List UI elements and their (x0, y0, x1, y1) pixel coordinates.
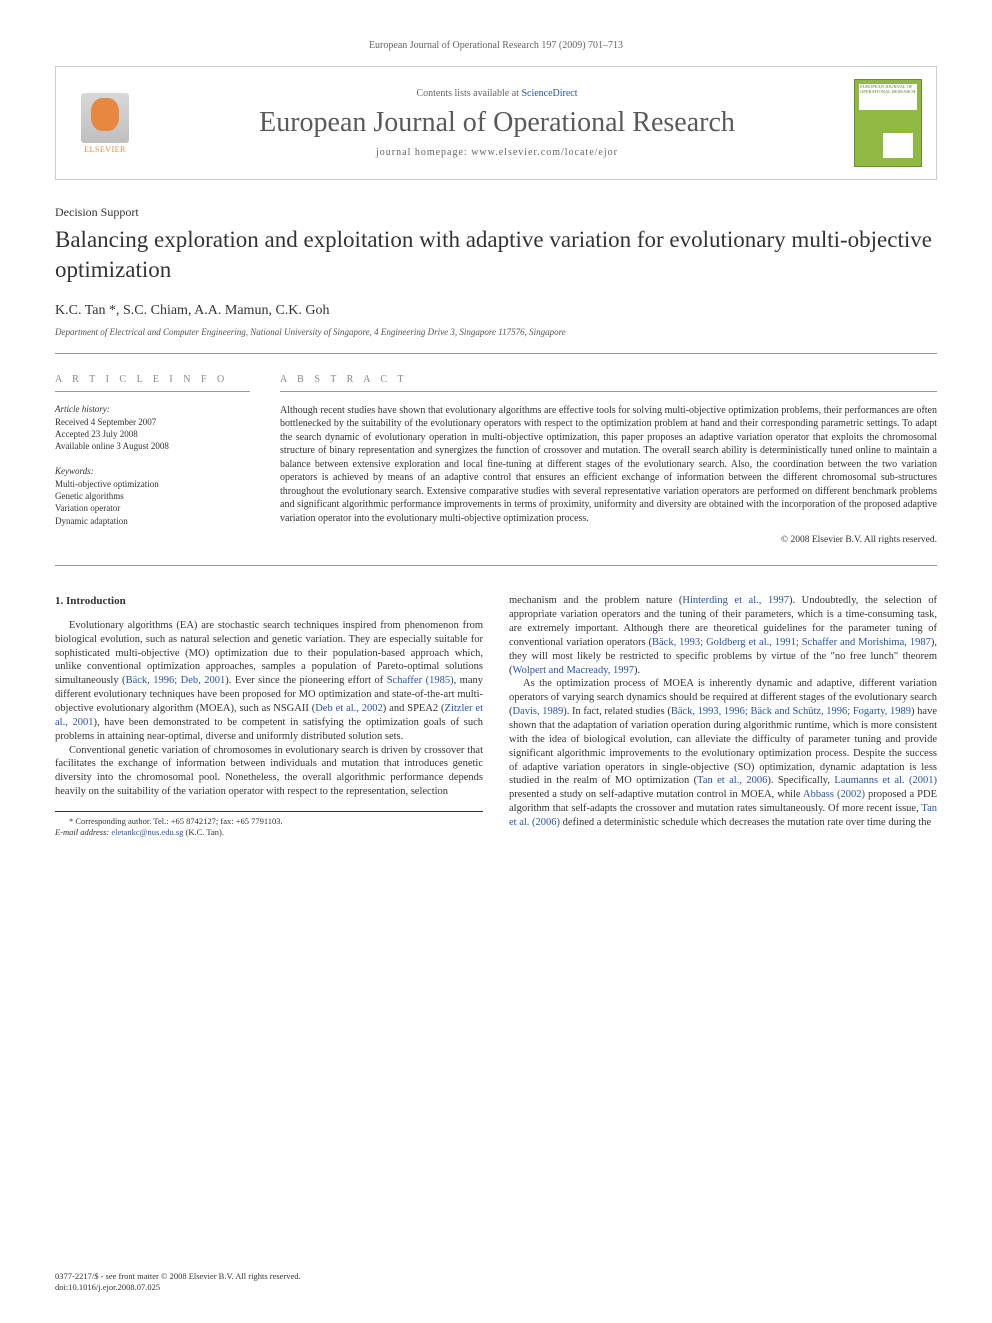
citation-link[interactable]: Tan et al., 2006 (697, 775, 767, 786)
keyword: Genetic algorithms (55, 490, 250, 502)
citation-link[interactable]: Schaffer (1985) (387, 675, 454, 686)
journal-homepage: journal homepage: www.elsevier.com/locat… (140, 147, 854, 158)
body-text: ). In fact, related studies ( (563, 706, 671, 717)
body-text: ). Specifically, (767, 775, 834, 786)
journal-banner: ELSEVIER Contents lists available at Sci… (55, 66, 937, 180)
contents-text: Contents lists available at (416, 88, 521, 99)
body-text: ), have been demonstrated to be competen… (55, 717, 483, 742)
info-abstract-row: A R T I C L E I N F O Article history: R… (55, 374, 937, 567)
publisher-logo: ELSEVIER (70, 86, 140, 161)
abstract-header: A B S T R A C T (280, 374, 937, 392)
article-info-header: A R T I C L E I N F O (55, 374, 250, 392)
corresponding-line: * Corresponding author. Tel.: +65 874212… (55, 816, 483, 827)
history-label: Article history: (55, 404, 250, 414)
accepted-date: Accepted 23 July 2008 (55, 428, 250, 440)
authors: K.C. Tan *, S.C. Chiam, A.A. Mamun, C.K.… (55, 303, 937, 319)
sciencedirect-line: Contents lists available at ScienceDirec… (140, 88, 854, 99)
citation-link[interactable]: Davis, 1989 (513, 706, 564, 717)
email-link[interactable]: eletankc@nus.edu.sg (111, 827, 183, 837)
citation-link[interactable]: Laumanns et al. (2001) (834, 775, 937, 786)
citation-link[interactable]: Deb et al., 2002 (315, 703, 383, 714)
citation-link[interactable]: Bäck, 1996; Deb, 2001 (126, 675, 226, 686)
abstract-text: Although recent studies have shown that … (280, 404, 937, 526)
keywords-block: Keywords: Multi-objective optimization G… (55, 466, 250, 527)
body-text: presented a study on self-adaptive mutat… (509, 789, 803, 800)
body-text: defined a deterministic schedule which d… (560, 817, 931, 828)
article-title: Balancing exploration and exploitation w… (55, 225, 937, 285)
publisher-name: ELSEVIER (84, 145, 126, 154)
footer-copyright: 0377-2217/$ - see front matter © 2008 El… (55, 1271, 301, 1282)
keywords-label: Keywords: (55, 466, 250, 476)
citation-link[interactable]: Abbass (2002) (803, 789, 865, 800)
section-heading: 1. Introduction (55, 594, 483, 609)
received-date: Received 4 September 2007 (55, 416, 250, 428)
banner-center: Contents lists available at ScienceDirec… (140, 88, 854, 158)
email-label: E-mail address: (55, 827, 111, 837)
journal-title: European Journal of Operational Research (140, 107, 854, 139)
citation-link[interactable]: Bäck, 1993, 1996; Bäck and Schütz, 1996;… (671, 706, 911, 717)
sciencedirect-link[interactable]: ScienceDirect (521, 88, 577, 99)
body-text: ). Ever since the pioneering effort of (225, 675, 386, 686)
corresponding-author-note: * Corresponding author. Tel.: +65 874212… (55, 811, 483, 838)
abstract: A B S T R A C T Although recent studies … (280, 374, 937, 546)
keyword: Dynamic adaptation (55, 515, 250, 527)
paragraph: mechanism and the problem nature (Hinter… (509, 594, 937, 677)
left-column: 1. Introduction Evolutionary algorithms … (55, 594, 483, 838)
body-columns: 1. Introduction Evolutionary algorithms … (55, 594, 937, 838)
page-footer: 0377-2217/$ - see front matter © 2008 El… (55, 1271, 301, 1293)
affiliation: Department of Electrical and Computer En… (55, 327, 937, 354)
journal-cover-thumbnail: EUROPEAN JOURNAL OF OPERATIONAL RESEARCH (854, 79, 922, 167)
email-line: E-mail address: eletankc@nus.edu.sg (K.C… (55, 827, 483, 838)
paragraph: As the optimization process of MOEA is i… (509, 677, 937, 829)
body-text: ). (634, 665, 640, 676)
citation-link[interactable]: Bäck, 1993; Goldberg et al., 1991; Schaf… (652, 637, 931, 648)
article-history: Article history: Received 4 September 20… (55, 404, 250, 452)
paragraph: Evolutionary algorithms (EA) are stochas… (55, 619, 483, 744)
article-section: Decision Support (55, 205, 937, 220)
article-info: A R T I C L E I N F O Article history: R… (55, 374, 250, 546)
citation-link[interactable]: Wolpert and Macready, 1997 (513, 665, 635, 676)
email-suffix: (K.C. Tan). (183, 827, 224, 837)
abstract-copyright: © 2008 Elsevier B.V. All rights reserved… (280, 535, 937, 545)
running-header: European Journal of Operational Research… (55, 40, 937, 51)
elsevier-tree-icon (81, 93, 129, 143)
keyword: Multi-objective optimization (55, 478, 250, 490)
paragraph: Conventional genetic variation of chromo… (55, 744, 483, 799)
online-date: Available online 3 August 2008 (55, 440, 250, 452)
cover-text: EUROPEAN JOURNAL OF OPERATIONAL RESEARCH (860, 85, 921, 95)
keyword: Variation operator (55, 502, 250, 514)
body-text: mechanism and the problem nature ( (509, 595, 682, 606)
right-column: mechanism and the problem nature (Hinter… (509, 594, 937, 838)
citation-link[interactable]: Hinterding et al., 1997 (682, 595, 789, 606)
footer-doi: doi:10.1016/j.ejor.2008.07.025 (55, 1282, 301, 1293)
body-text: ) and SPEA2 ( (383, 703, 445, 714)
